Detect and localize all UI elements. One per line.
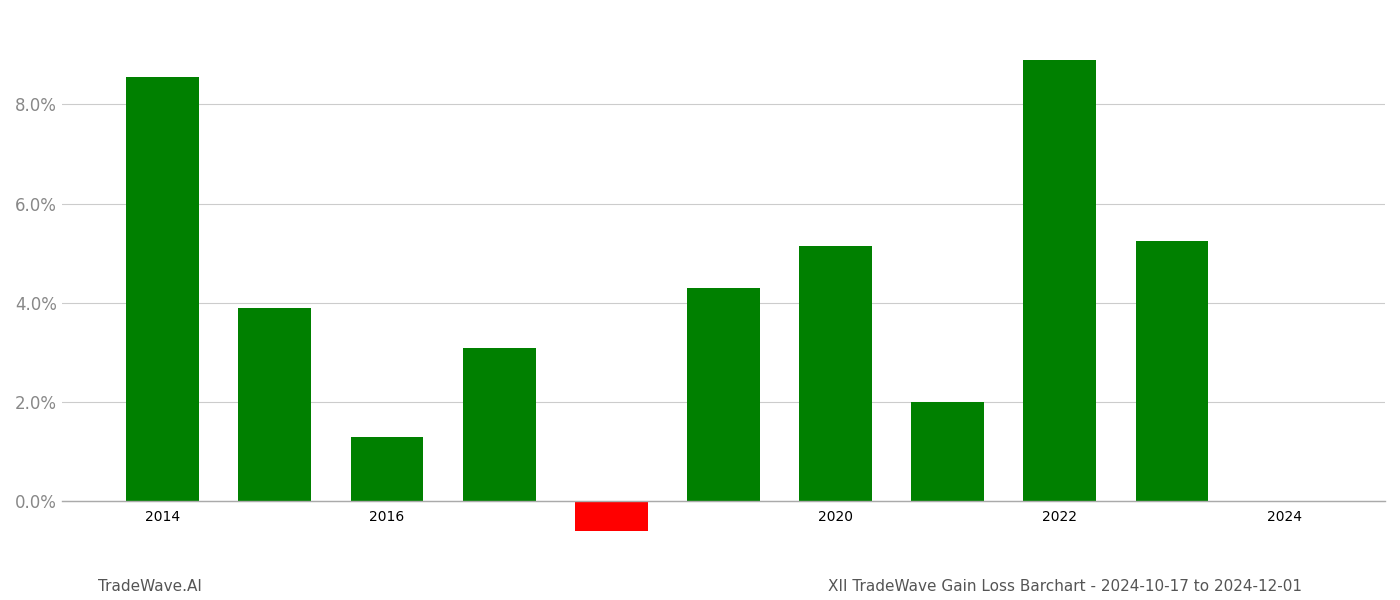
Bar — [1023, 59, 1096, 502]
Bar — [126, 77, 199, 502]
Bar — [799, 246, 872, 502]
Bar — [1135, 241, 1208, 502]
Bar — [687, 288, 760, 502]
Bar — [350, 437, 423, 502]
Text: TradeWave.AI: TradeWave.AI — [98, 579, 202, 594]
Bar — [575, 502, 648, 531]
Bar — [911, 402, 984, 502]
Bar — [463, 347, 536, 502]
Bar — [238, 308, 311, 502]
Text: XII TradeWave Gain Loss Barchart - 2024-10-17 to 2024-12-01: XII TradeWave Gain Loss Barchart - 2024-… — [827, 579, 1302, 594]
